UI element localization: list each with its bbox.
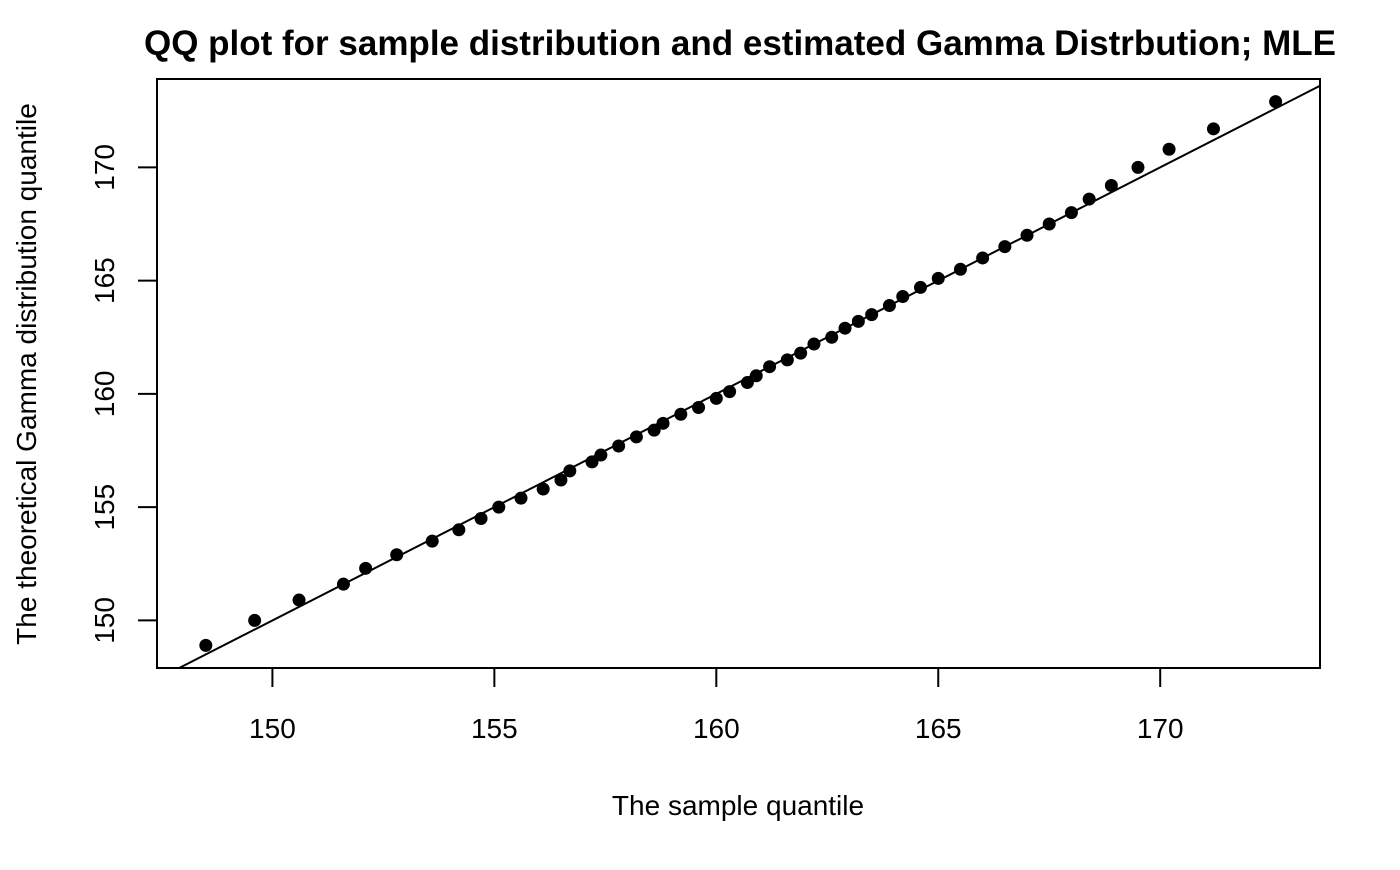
data-point [838,321,852,335]
data-point [931,271,945,285]
data-point [709,391,723,405]
data-point [740,376,754,390]
data-point [780,353,794,367]
data-point [563,464,577,478]
data-point [953,262,967,276]
x-tick-label: 165 [915,713,962,744]
data-point [629,430,643,444]
data-point [865,308,879,322]
data-point [248,613,262,627]
plot-frame [156,78,1321,669]
plot-area [178,84,1321,669]
data-point [1162,142,1176,156]
data-point [1206,122,1220,136]
data-point [1131,160,1145,174]
chart-title: QQ plot for sample distribution and esti… [144,24,1336,63]
data-point [692,400,706,414]
x-tick-label: 150 [249,713,296,744]
data-point [474,511,488,525]
data-point [998,240,1012,254]
data-point [674,407,688,421]
data-point [913,280,927,294]
data-point [585,455,599,469]
data-point [425,534,439,548]
data-point [1104,178,1118,192]
data-point [723,385,737,399]
data-point [794,346,808,360]
data-point [647,423,661,437]
x-tick-label: 160 [693,713,740,744]
data-point [292,593,306,607]
data-point [749,369,763,383]
y-tick-label: 165 [89,257,120,304]
data-point [1042,217,1056,231]
data-point [612,439,626,453]
data-point [554,473,568,487]
x-tick-label: 170 [1137,713,1184,744]
data-point [1064,206,1078,220]
data-point [1269,95,1283,109]
y-tick-label: 160 [89,371,120,418]
y-axis-label: The theoretical Gamma distribution quant… [11,103,42,645]
data-point [763,360,777,374]
data-point [452,523,466,537]
data-point [896,289,910,303]
x-axis: 150 155 160 165 170 [249,667,1184,744]
data-point [359,561,373,575]
data-point [514,491,528,505]
data-point [1082,192,1096,206]
y-tick-label: 150 [89,597,120,644]
data-point [807,337,821,351]
data-point [1020,228,1034,242]
data-point [851,314,865,328]
x-axis-label: The sample quantile [612,790,864,821]
data-point [536,482,550,496]
y-axis: 150 155 160 165 170 [89,144,158,644]
y-tick-label: 170 [89,144,120,191]
data-point [882,299,896,313]
y-tick-label: 155 [89,484,120,531]
x-tick-label: 155 [471,713,518,744]
data-point [492,500,506,514]
data-point [336,577,350,591]
data-point [594,448,608,462]
data-point [390,548,404,562]
data-point [199,638,213,652]
data-point [656,416,670,430]
data-point [825,330,839,344]
data-point [976,251,990,265]
